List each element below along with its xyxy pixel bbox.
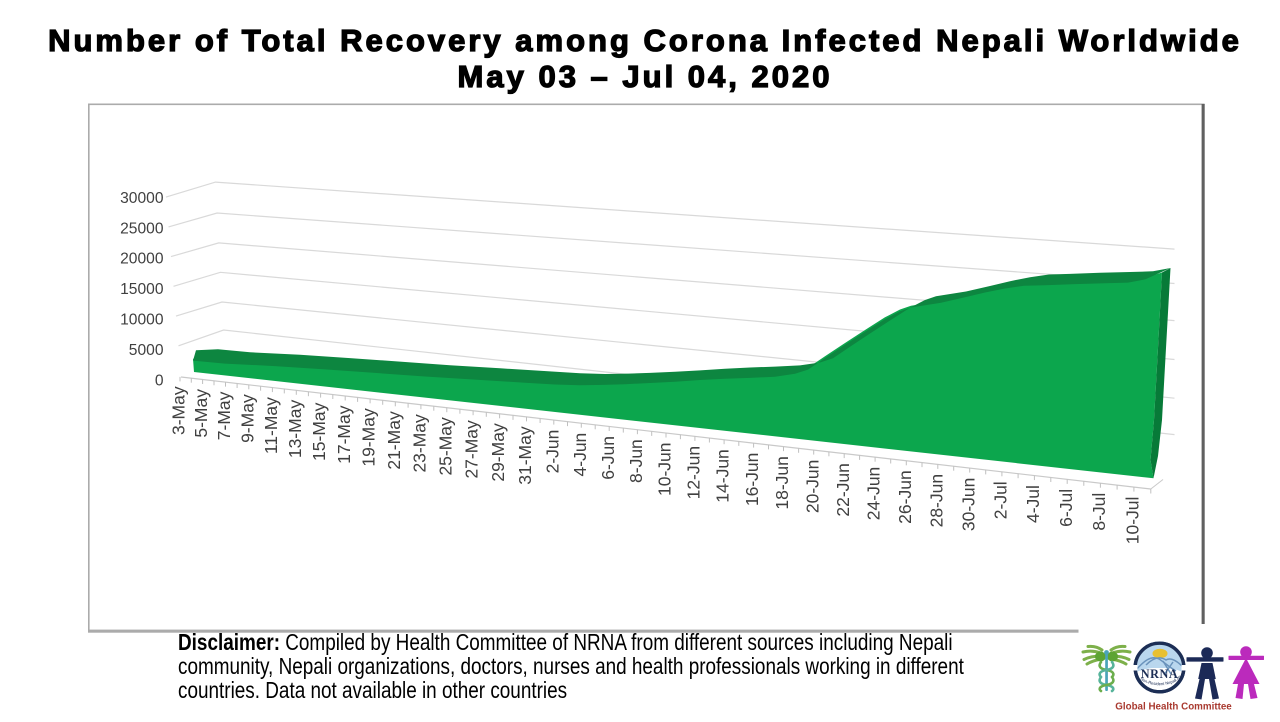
svg-text:4-Jun: 4-Jun (570, 433, 590, 477)
svg-text:20-Jun: 20-Jun (802, 460, 822, 514)
svg-text:15000: 15000 (120, 281, 164, 298)
svg-text:25-May: 25-May (435, 417, 455, 476)
svg-text:Global Health Committee: Global Health Committee (1115, 702, 1232, 713)
svg-text:28-Jun: 28-Jun (926, 474, 946, 528)
svg-text:3-May: 3-May (169, 386, 189, 435)
svg-text:2-Jun: 2-Jun (542, 430, 562, 474)
svg-text:10000: 10000 (120, 312, 164, 329)
svg-text:14-Jun: 14-Jun (713, 449, 733, 503)
svg-text:22-Jun: 22-Jun (833, 463, 853, 517)
svg-text:8-Jun: 8-Jun (626, 439, 646, 483)
svg-text:18-Jun: 18-Jun (772, 456, 792, 510)
svg-text:4-Jul: 4-Jul (1023, 485, 1043, 523)
svg-text:6-Jun: 6-Jun (598, 436, 618, 480)
svg-text:5-May: 5-May (191, 389, 211, 438)
svg-text:21-May: 21-May (384, 411, 404, 470)
svg-text:15-May: 15-May (309, 402, 329, 461)
svg-text:16-Jun: 16-Jun (742, 453, 762, 507)
svg-text:19-May: 19-May (359, 408, 379, 467)
svg-text:6-Jul: 6-Jul (1056, 489, 1076, 527)
svg-text:10-Jun: 10-Jun (655, 443, 675, 497)
svg-text:NRNA: NRNA (1141, 667, 1179, 681)
svg-text:2-Jul: 2-Jul (991, 481, 1011, 519)
svg-text:0: 0 (155, 372, 164, 389)
svg-text:30-Jun: 30-Jun (958, 478, 978, 532)
svg-text:11-May: 11-May (261, 397, 281, 454)
svg-text:13-May: 13-May (285, 400, 305, 459)
svg-text:8-Jul: 8-Jul (1089, 493, 1109, 531)
svg-text:5000: 5000 (129, 342, 164, 359)
svg-text:9-May: 9-May (237, 394, 257, 443)
svg-text:31-May: 31-May (515, 426, 535, 485)
svg-text:29-May: 29-May (488, 423, 508, 482)
svg-text:23-May: 23-May (410, 414, 430, 473)
svg-text:24-Jun: 24-Jun (864, 467, 884, 521)
svg-text:10-Jul: 10-Jul (1123, 497, 1143, 545)
svg-text:7-May: 7-May (214, 391, 234, 440)
svg-text:30000: 30000 (120, 190, 164, 207)
svg-text:17-May: 17-May (334, 405, 354, 464)
svg-text:25000: 25000 (120, 220, 164, 237)
svg-text:26-Jun: 26-Jun (895, 470, 915, 524)
svg-text:27-May: 27-May (462, 420, 482, 479)
svg-text:20000: 20000 (120, 251, 164, 268)
svg-text:12-Jun: 12-Jun (684, 446, 704, 500)
